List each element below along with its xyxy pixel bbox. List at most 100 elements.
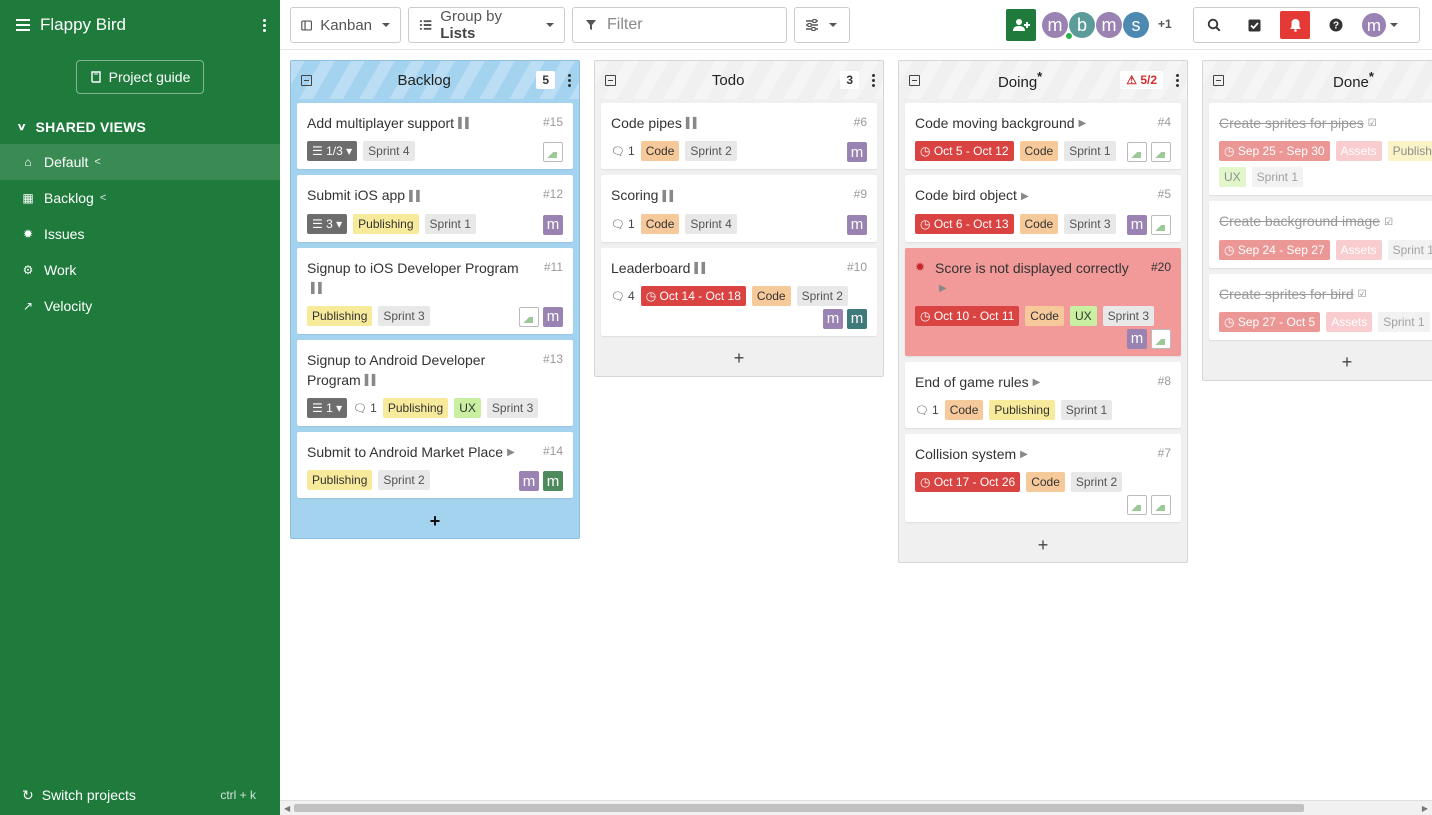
pause-icon[interactable]: ▌▌ [311, 282, 326, 294]
sidebar-item-default[interactable]: ⌂ Default < [0, 144, 280, 180]
add-card-button[interactable]: + [1341, 352, 1353, 373]
task-card[interactable]: Collision system ▶ #7 ◷ Oct 17 - Oct 26 Code… [905, 434, 1181, 523]
task-card[interactable]: Submit to Android Market Place ▶ #14 Publis… [297, 432, 573, 499]
task-card[interactable]: Code bird object ▶ #5 ◷ Oct 6 - Oct 13 Code S… [905, 175, 1181, 242]
assignee-avatar[interactable]: m [1127, 328, 1147, 349]
assignee-avatar[interactable]: m [519, 471, 539, 492]
pause-icon[interactable]: ▌▌ [662, 190, 677, 202]
column-menu-icon[interactable] [871, 73, 875, 87]
comment-count[interactable]: 🗨︎ 1 [915, 403, 939, 417]
task-card[interactable]: Signup to iOS Developer Program ▌▌ #11 Publ… [297, 247, 573, 334]
horizontal-scrollbar[interactable]: ◀ ▶ [280, 800, 1432, 815]
collapse-icon[interactable] [909, 74, 920, 86]
play-icon[interactable]: ▶ [1032, 377, 1041, 389]
avatar-image-icon[interactable] [1151, 142, 1171, 163]
group-by-button[interactable]: Group by Lists [408, 7, 565, 43]
play-icon[interactable]: ▶ [1020, 449, 1028, 461]
column-menu-icon[interactable] [1175, 73, 1179, 87]
shared-views-header[interactable]: ∨ SHARED VIEWS [0, 110, 280, 144]
scroll-left-icon[interactable]: ◀ [284, 804, 291, 813]
sidebar-item-velocity[interactable]: ↗ Velocity [0, 288, 280, 324]
avatar-image-icon[interactable] [1151, 495, 1171, 516]
avatar-image-icon[interactable] [1127, 142, 1147, 163]
more-users-count[interactable]: +1 [1158, 17, 1172, 31]
task-card[interactable]: Create sprites for pipes ☑ ◷ Sep 25 - Sep … [1209, 103, 1432, 196]
add-card-button[interactable]: + [733, 348, 745, 369]
assignee-avatar[interactable]: m [823, 308, 843, 329]
add-card-button[interactable]: + [1037, 534, 1049, 555]
avatar-image-icon[interactable] [1127, 495, 1147, 516]
filter-input[interactable] [607, 16, 767, 34]
member-avatar[interactable]: b [1069, 12, 1095, 38]
pause-icon[interactable]: ▌▌ [409, 190, 424, 202]
pause-icon[interactable]: ▌▌ [458, 118, 473, 130]
avatar-image-icon[interactable] [543, 142, 563, 163]
assignee-avatar[interactable]: m [1127, 214, 1147, 235]
play-icon[interactable]: ▶ [1078, 118, 1087, 130]
view-selector-button[interactable]: Kanban [290, 7, 401, 43]
check-square-icon[interactable]: ☑ [1367, 118, 1377, 130]
column-menu-icon[interactable] [567, 73, 571, 87]
sidebar-item-work[interactable]: ⚙ Work [0, 252, 280, 288]
comment-count[interactable]: 🗨︎ 1 [611, 144, 635, 158]
avatar-image-icon[interactable] [1151, 328, 1171, 349]
task-card[interactable]: Add multiplayer support ▌▌ #15 ☰ 1/3 ▾ Sprin… [297, 103, 573, 170]
bug-card[interactable]: ✹ Score is not displayed correctly ▶ #20 ◷ O… [905, 247, 1181, 356]
collapse-icon[interactable] [301, 74, 312, 86]
pause-icon[interactable]: ▌▌ [685, 118, 700, 130]
pause-icon[interactable]: ▌▌ [694, 262, 709, 274]
project-menu-icon[interactable] [262, 18, 266, 32]
assignee-avatar[interactable]: m [543, 306, 563, 327]
sidebar-item-issues[interactable]: ✹ Issues [0, 216, 280, 252]
avatar-image-icon[interactable] [519, 306, 539, 327]
assignee-avatar[interactable]: m [847, 308, 867, 329]
comment-count[interactable]: 🗨︎ 1 [353, 401, 377, 415]
task-card[interactable]: Signup to Android Developer Program ▌▌ #13… [297, 339, 573, 427]
task-card[interactable]: Code moving background ▶ #4 ◷ Oct 5 - Oct 1… [905, 103, 1181, 170]
task-card[interactable]: Create sprites for bird ☑ ◷ Sep 27 - Oct 5… [1209, 273, 1432, 340]
member-avatar[interactable]: s [1123, 12, 1149, 38]
avatar-image-icon[interactable] [1151, 214, 1171, 235]
my-tasks-button[interactable] [1234, 8, 1274, 42]
scrollbar-thumb[interactable] [294, 804, 1304, 812]
settings-dropdown-button[interactable] [794, 7, 850, 43]
comment-count[interactable]: 🗨︎ 4 [611, 289, 635, 303]
scroll-right-icon[interactable]: ▶ [1421, 804, 1428, 813]
collapse-icon[interactable] [605, 74, 616, 86]
filter-box[interactable] [572, 7, 787, 43]
play-icon[interactable]: ▶ [939, 282, 947, 294]
pause-icon[interactable]: ▌▌ [364, 375, 379, 387]
switch-projects-button[interactable]: ↻ Switch projects ctrl + k [0, 775, 280, 815]
member-avatar[interactable]: m [1096, 12, 1122, 38]
task-card[interactable]: End of game rules ▶ #8 🗨︎ 1 Code Publishing Sp… [905, 361, 1181, 429]
assignee-avatar[interactable]: m [543, 471, 563, 492]
user-menu-button[interactable]: m [1356, 8, 1404, 42]
sidebar-item-backlog[interactable]: ▦ Backlog < [0, 180, 280, 216]
hamburger-menu-icon[interactable] [16, 19, 30, 31]
play-icon[interactable]: ▶ [507, 447, 515, 459]
checklist-badge[interactable]: ☰ 1 ▾ [307, 398, 348, 419]
card-tags: ☰ 1/3 ▾ Sprint 4 [307, 141, 563, 162]
member-avatar[interactable]: m [1042, 12, 1068, 38]
assignee-avatar[interactable]: m [847, 142, 867, 163]
checklist-badge[interactable]: ☰ 1/3 ▾ [307, 141, 358, 162]
task-card[interactable]: Submit iOS app ▌▌ #12 ☰ 3 ▾ Publishing Sprint… [297, 175, 573, 242]
add-card-button[interactable]: + [429, 510, 441, 531]
comment-count[interactable]: 🗨︎ 1 [611, 217, 635, 231]
collapse-icon[interactable] [1213, 74, 1224, 86]
check-square-icon[interactable]: ☑ [1357, 288, 1367, 300]
checklist-badge[interactable]: ☰ 3 ▾ [307, 213, 348, 234]
assignee-avatar[interactable]: m [543, 214, 563, 235]
play-icon[interactable]: ▶ [1020, 190, 1029, 202]
task-card[interactable]: Create background image ☑ ◷ Sep 24 - Sep 2… [1209, 201, 1432, 268]
task-card[interactable]: Leaderboard ▌▌ #10 🗨︎ 4 ◷ Oct 14 - Oct 18 Cod… [601, 247, 877, 336]
notifications-button[interactable] [1280, 11, 1310, 39]
search-button[interactable] [1194, 8, 1234, 42]
assignee-avatar[interactable]: m [847, 214, 867, 235]
project-guide-button[interactable]: Project guide [76, 60, 204, 94]
check-square-icon[interactable]: ☑ [1384, 216, 1394, 228]
help-button[interactable]: ? [1316, 8, 1356, 42]
invite-user-button[interactable] [1006, 9, 1036, 41]
